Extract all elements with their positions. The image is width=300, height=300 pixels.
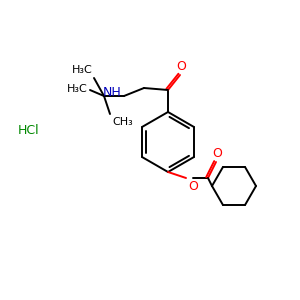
Text: NH: NH [103,86,122,100]
Text: O: O [188,180,198,193]
Text: O: O [212,147,222,160]
Text: H₃C: H₃C [67,84,88,94]
Text: O: O [176,60,186,73]
Text: HCl: HCl [18,124,40,136]
Text: CH₃: CH₃ [112,117,133,127]
Text: H₃C: H₃C [72,65,93,75]
